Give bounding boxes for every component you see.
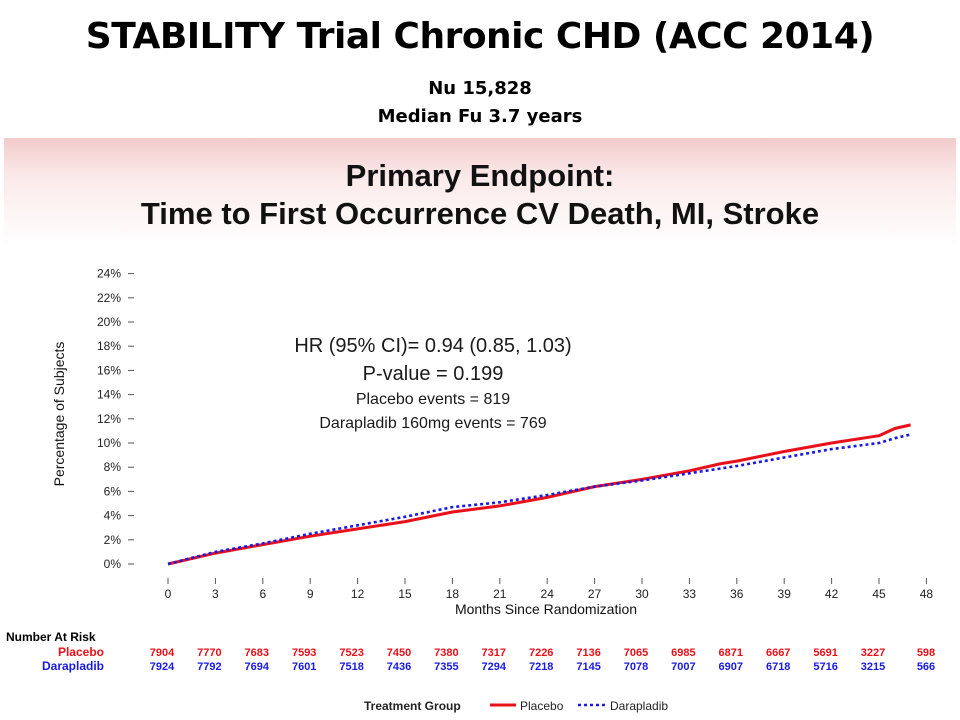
at-risk-value: 7770 [197,647,221,659]
y-tick-label: 22% [97,291,121,305]
at-risk-value: 7523 [339,647,363,659]
legend-label-darapladib: Darapladib [610,699,668,713]
at-risk-value: 7078 [624,661,648,673]
at-risk-value: 7924 [150,661,175,673]
banner-endpoint: Time to First Occurrence CV Death, MI, S… [140,196,820,231]
at-risk-value: 7792 [197,661,221,673]
at-risk-group-label: Placebo [58,645,104,659]
endpoint-banner: Primary Endpoint: Time to First Occurren… [4,138,956,246]
at-risk-value: 7683 [245,647,269,659]
series-line-placebo [167,423,911,566]
at-risk-value: 6718 [766,661,790,673]
y-tick-label: 20% [97,315,121,329]
x-tick-label: 30 [635,587,649,601]
at-risk-value: 6985 [671,647,695,659]
at-risk-group-label: Darapladib [42,659,104,673]
at-risk-value: 7601 [292,661,316,673]
x-tick-label: 18 [446,587,460,601]
x-tick-label: 39 [778,587,792,601]
y-tick-label: 2% [104,533,122,547]
x-tick-label: 27 [588,587,602,601]
at-risk-value: 7317 [482,647,506,659]
at-risk-value: 7694 [245,661,270,673]
x-tick-label: 6 [259,587,266,601]
at-risk-value: 7904 [150,647,175,659]
y-tick-label: 0% [104,557,122,571]
at-risk-value: 7226 [529,647,553,659]
x-tick-label: 42 [825,587,839,601]
at-risk-value: 6871 [719,647,743,659]
y-tick-label: 18% [97,339,121,353]
x-tick-label: 12 [351,587,365,601]
slide-title: STABILITY Trial Chronic CHD (ACC 2014) [85,16,875,57]
at-risk-value: 566 [917,661,935,673]
x-tick-label: 33 [683,587,697,601]
at-risk-value: 6907 [719,661,743,673]
at-risk-value: 7380 [434,647,458,659]
at-risk-value: 6667 [766,647,790,659]
legend-title: Treatment Group [364,699,461,713]
at-risk-value: 5716 [813,661,837,673]
at-risk-value: 7355 [434,661,458,673]
at-risk-value: 7218 [529,661,553,673]
chart-annotation: P-value = 0.199 [363,363,504,385]
at-risk-value: 7450 [387,647,411,659]
chart-annotation: Placebo events = 819 [356,391,510,408]
y-axis-title: Percentage of Subjects [51,342,67,487]
at-risk-value: 7294 [482,661,507,673]
at-risk-value: 7007 [671,661,695,673]
x-tick-label: 24 [541,587,555,601]
chart-annotation: HR (95% CI)= 0.94 (0.85, 1.03) [294,335,571,357]
at-risk-value: 3215 [861,661,885,673]
at-risk-header: Number At Risk [6,630,96,644]
y-tick-label: 24% [97,267,121,281]
y-tick-label: 14% [97,388,121,402]
y-tick-label: 16% [97,363,121,377]
at-risk-value: 7145 [576,661,600,673]
x-tick-label: 15 [398,587,412,601]
y-tick-label: 10% [97,436,121,450]
y-tick-label: 6% [104,484,122,498]
sample-size: Nu 15,828 [428,78,532,99]
x-tick-label: 36 [730,587,744,601]
at-risk-value: 7065 [624,647,648,659]
x-tick-label: 3 [212,587,219,601]
at-risk-value: 7136 [576,647,600,659]
x-tick-label: 21 [493,587,507,601]
x-tick-label: 9 [307,587,314,601]
y-tick-label: 8% [104,460,122,474]
at-risk-value: 7593 [292,647,316,659]
at-risk-value: 7436 [387,661,411,673]
at-risk-value: 5691 [813,647,837,659]
at-risk-value: 598 [917,647,935,659]
x-tick-label: 45 [872,587,886,601]
median-followup: Median Fu 3.7 years [377,106,583,127]
x-tick-label: 0 [165,587,172,601]
at-risk-value: 7518 [339,661,363,673]
banner-heading: Primary Endpoint: [345,158,615,193]
legend-label-placebo: Placebo [520,699,564,713]
at-risk-value: 3227 [861,647,885,659]
y-tick-label: 12% [97,412,121,426]
chart-annotation: Darapladib 160mg events = 769 [319,415,546,432]
series-line-darapladib [167,433,911,566]
x-tick-label: 48 [920,587,934,601]
y-tick-label: 4% [104,509,122,523]
x-axis-title: Months Since Randomization [455,601,637,617]
